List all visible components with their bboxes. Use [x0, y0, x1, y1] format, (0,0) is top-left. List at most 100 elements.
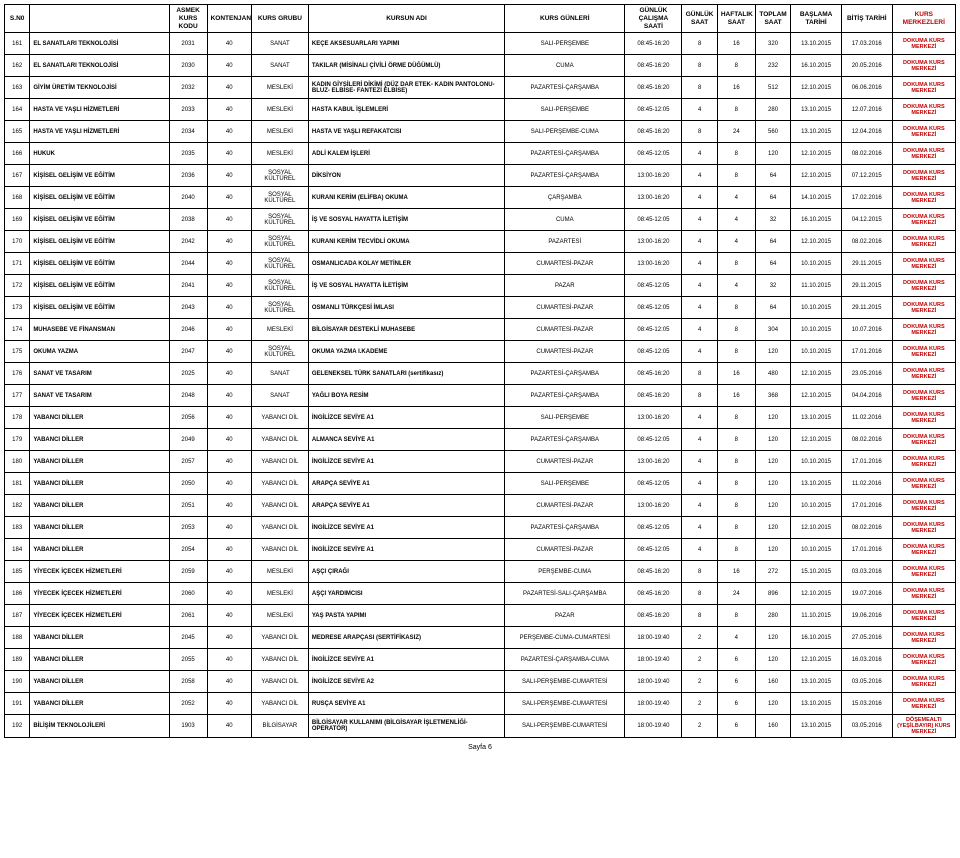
- cell-gunleri: CUMARTESİ-PAZAR: [505, 341, 625, 363]
- cell-name: YABANCI DİLLER: [30, 407, 169, 429]
- cell-basla: 12.10.2015: [791, 385, 842, 407]
- cell-basla: 13.10.2015: [791, 693, 842, 715]
- cell-gunleri: PAZARTESİ-SALI-ÇARŞAMBA: [505, 583, 625, 605]
- cell-name: KİŞİSEL GELİŞİM VE EĞİTİM: [30, 209, 169, 231]
- cell-kont: 40: [207, 341, 251, 363]
- cell-kod: 2025: [169, 363, 207, 385]
- cell-kont: 40: [207, 297, 251, 319]
- cell-gsaat: 4: [682, 319, 717, 341]
- cell-hsaat: 4: [717, 187, 755, 209]
- cell-kont: 40: [207, 77, 251, 99]
- cell-gsaat: 2: [682, 715, 717, 738]
- cell-bitis: 10.07.2016: [841, 319, 892, 341]
- cell-basla: 12.10.2015: [791, 231, 842, 253]
- header-kont: KONTENJAN: [207, 5, 251, 33]
- cell-gunleri: SALI-PERŞEMBE-CUMARTESİ: [505, 671, 625, 693]
- cell-kod: 2042: [169, 231, 207, 253]
- cell-kod: 2059: [169, 561, 207, 583]
- cell-kursadi: KURANI KERİM (ELİFBA) OKUMA: [308, 187, 504, 209]
- cell-kont: 40: [207, 407, 251, 429]
- cell-name: YABANCI DİLLER: [30, 473, 169, 495]
- cell-calis: 13:00-16:20: [625, 187, 682, 209]
- cell-kursadi: MEDRESE ARAPÇASI (SERTİFİKASIZ): [308, 627, 504, 649]
- cell-sno: 176: [5, 363, 30, 385]
- cell-kod: 2056: [169, 407, 207, 429]
- cell-name: SANAT VE TASARIM: [30, 363, 169, 385]
- cell-gunleri: SALI-PERŞEMBE: [505, 407, 625, 429]
- cell-kod: 2061: [169, 605, 207, 627]
- cell-bitis: 08.02.2016: [841, 429, 892, 451]
- cell-kursadi: DİKSİYON: [308, 165, 504, 187]
- cell-grup: SOSYAL KÜLTÜREL: [251, 253, 308, 275]
- cell-grup: MESLEKİ: [251, 99, 308, 121]
- cell-grup: YABANCI DİL: [251, 693, 308, 715]
- cell-kod: 2054: [169, 539, 207, 561]
- cell-gsaat: 4: [682, 99, 717, 121]
- cell-sno: 167: [5, 165, 30, 187]
- cell-hsaat: 8: [717, 473, 755, 495]
- cell-sno: 186: [5, 583, 30, 605]
- cell-basla: 10.10.2015: [791, 319, 842, 341]
- cell-bitis: 12.04.2016: [841, 121, 892, 143]
- cell-grup: MESLEKİ: [251, 121, 308, 143]
- cell-calis: 13:00-16:20: [625, 253, 682, 275]
- cell-calis: 08:45-12:05: [625, 275, 682, 297]
- cell-hsaat: 8: [717, 165, 755, 187]
- cell-gsaat: 4: [682, 209, 717, 231]
- cell-basla: 13.10.2015: [791, 473, 842, 495]
- cell-gunleri: PAZARTESİ-ÇARŞAMBA: [505, 143, 625, 165]
- header-tsaat: TOPLAM SAAT: [755, 5, 790, 33]
- cell-tsaat: 272: [755, 561, 790, 583]
- table-row: 189YABANCI DİLLER205540YABANCI DİLİNGİLİ…: [5, 649, 956, 671]
- cell-sno: 164: [5, 99, 30, 121]
- cell-grup: SANAT: [251, 33, 308, 55]
- cell-tsaat: 120: [755, 143, 790, 165]
- cell-kod: 2035: [169, 143, 207, 165]
- cell-sno: 180: [5, 451, 30, 473]
- cell-kont: 40: [207, 143, 251, 165]
- cell-sno: 191: [5, 693, 30, 715]
- cell-tsaat: 120: [755, 627, 790, 649]
- cell-tsaat: 120: [755, 451, 790, 473]
- cell-tsaat: 512: [755, 77, 790, 99]
- cell-kont: 40: [207, 275, 251, 297]
- cell-basla: 10.10.2015: [791, 297, 842, 319]
- table-row: 180YABANCI DİLLER205740YABANCI DİLİNGİLİ…: [5, 451, 956, 473]
- cell-kursadi: HASTA KABUL İŞLEMLERİ: [308, 99, 504, 121]
- table-row: 182YABANCI DİLLER205140YABANCI DİLARAPÇA…: [5, 495, 956, 517]
- cell-tsaat: 64: [755, 165, 790, 187]
- cell-merkez: DOKUMA KURS MERKEZİ: [892, 473, 955, 495]
- cell-tsaat: 64: [755, 297, 790, 319]
- cell-name: BİLİŞİM TEKNOLOJİLERİ: [30, 715, 169, 738]
- cell-tsaat: 120: [755, 539, 790, 561]
- cell-kod: 2040: [169, 187, 207, 209]
- cell-hsaat: 8: [717, 407, 755, 429]
- cell-calis: 18:00-19:40: [625, 715, 682, 738]
- cell-name: YABANCI DİLLER: [30, 429, 169, 451]
- cell-gunleri: SALI-PERŞEMBE: [505, 33, 625, 55]
- cell-gunleri: SALI-PERŞEMBE: [505, 473, 625, 495]
- cell-gunleri: SALI-PERŞEMBE-CUMA: [505, 121, 625, 143]
- cell-merkez: DOKUMA KURS MERKEZİ: [892, 385, 955, 407]
- cell-kod: 2045: [169, 627, 207, 649]
- cell-merkez: DOKUMA KURS MERKEZİ: [892, 561, 955, 583]
- cell-calis: 08:45-16:20: [625, 561, 682, 583]
- cell-kursadi: RUSÇA SEVİYE A1: [308, 693, 504, 715]
- cell-sno: 185: [5, 561, 30, 583]
- cell-gsaat: 4: [682, 429, 717, 451]
- cell-merkez: DOKUMA KURS MERKEZİ: [892, 649, 955, 671]
- cell-bitis: 08.02.2016: [841, 517, 892, 539]
- cell-kod: 2052: [169, 693, 207, 715]
- header-name: [30, 5, 169, 33]
- cell-grup: BİLGİSAYAR: [251, 715, 308, 738]
- cell-bitis: 04.12.2015: [841, 209, 892, 231]
- table-row: 188YABANCI DİLLER204540YABANCI DİLMEDRES…: [5, 627, 956, 649]
- cell-gunleri: CUMA: [505, 55, 625, 77]
- cell-merkez: DOKUMA KURS MERKEZİ: [892, 33, 955, 55]
- cell-hsaat: 8: [717, 517, 755, 539]
- cell-bitis: 29.11.2015: [841, 253, 892, 275]
- cell-kont: 40: [207, 253, 251, 275]
- cell-sno: 172: [5, 275, 30, 297]
- cell-gsaat: 8: [682, 33, 717, 55]
- cell-bitis: 29.11.2015: [841, 297, 892, 319]
